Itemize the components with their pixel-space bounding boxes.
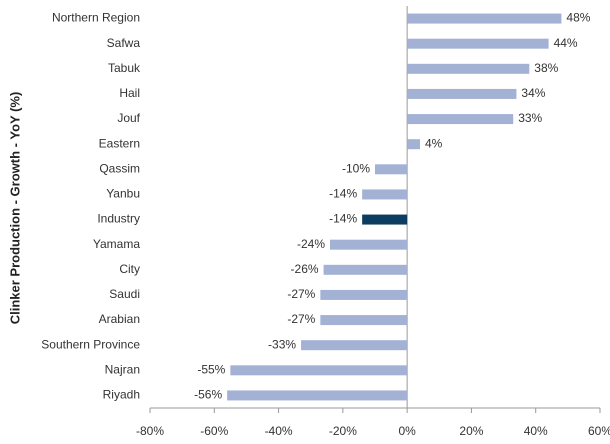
bar	[407, 88, 517, 99]
data-label: -14%	[329, 212, 357, 226]
category-label: City	[119, 262, 140, 276]
data-label: -56%	[194, 388, 222, 402]
category-label: Southern Province	[41, 337, 140, 351]
bar	[407, 114, 514, 125]
bar	[301, 340, 408, 351]
data-label: 34%	[521, 86, 545, 100]
bar	[407, 63, 530, 74]
bar	[323, 264, 408, 275]
x-tick-label: 40%	[524, 424, 548, 438]
category-label: Saudi	[109, 287, 140, 301]
data-label: -27%	[287, 312, 315, 326]
category-label: Tabuk	[108, 61, 141, 75]
bar	[230, 365, 408, 376]
category-label: Riyadh	[103, 388, 140, 402]
category-label: Safwa	[107, 36, 141, 50]
category-label: Industry	[97, 212, 140, 226]
category-label: Yanbu	[106, 187, 140, 201]
category-label: Arabian	[99, 312, 140, 326]
bar	[362, 214, 408, 225]
x-tick-label: -80%	[136, 424, 164, 438]
data-label: -33%	[268, 337, 296, 351]
category-label: Hail	[119, 86, 140, 100]
bar	[407, 139, 420, 150]
data-label: 38%	[534, 61, 558, 75]
bar	[407, 38, 549, 49]
x-tick-label: 60%	[588, 424, 610, 438]
category-label: Yamama	[93, 237, 140, 251]
category-label: Northern Region	[52, 11, 140, 25]
data-label: -26%	[291, 262, 319, 276]
data-label: -24%	[297, 237, 325, 251]
data-label: -55%	[197, 362, 225, 376]
bar	[375, 164, 408, 175]
x-tick-label: 20%	[459, 424, 483, 438]
bar	[362, 189, 408, 200]
data-label: -14%	[329, 187, 357, 201]
bar	[407, 13, 562, 24]
x-tick-label: 0%	[398, 424, 416, 438]
category-label: Jouf	[117, 111, 140, 125]
data-label: -10%	[342, 161, 370, 175]
category-label: Najran	[105, 362, 140, 376]
category-label: Eastern	[99, 136, 140, 150]
x-tick-label: -20%	[329, 424, 357, 438]
data-label: 48%	[566, 11, 590, 25]
bar	[320, 289, 408, 300]
y-axis-label: Clinker Production - Growth - YoY (%)	[7, 92, 22, 325]
data-label: 33%	[518, 111, 542, 125]
data-label: 44%	[554, 36, 578, 50]
x-tick-label: -40%	[265, 424, 293, 438]
bar	[330, 239, 408, 250]
x-tick-label: -60%	[200, 424, 228, 438]
data-label: 4%	[425, 136, 443, 150]
category-label: Qassim	[99, 161, 140, 175]
data-label: -27%	[287, 287, 315, 301]
bar	[320, 315, 408, 326]
bar	[227, 390, 408, 401]
